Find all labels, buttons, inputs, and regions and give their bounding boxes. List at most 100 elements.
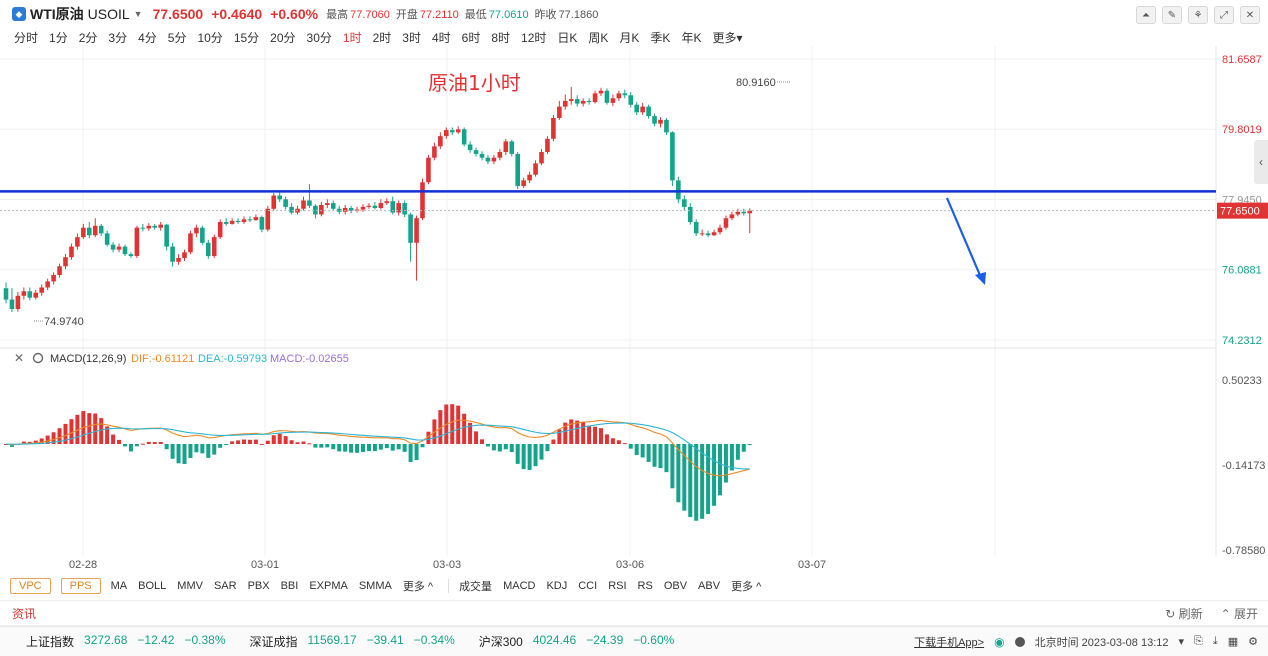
- index-change-pct: −0.34%: [413, 633, 455, 647]
- candle-body: [628, 95, 634, 105]
- period-9[interactable]: 30分: [306, 30, 332, 45]
- candle-body: [414, 218, 419, 243]
- settings-icon[interactable]: ⚙: [1248, 636, 1258, 648]
- candle-body: [39, 287, 44, 293]
- overlay-indicator[interactable]: BBI: [280, 580, 299, 592]
- candle-body: [253, 217, 259, 221]
- period-2[interactable]: 2分: [78, 30, 98, 45]
- market-index[interactable]: 深证成指 11569.17 −39.41 −0.34%: [250, 633, 455, 650]
- candle-body: [485, 157, 491, 162]
- beijing-time[interactable]: 北京时间 2023-03-08 13:12: [1034, 636, 1169, 649]
- period-21[interactable]: 年K: [681, 30, 702, 45]
- index-name: 上证指数: [26, 635, 75, 649]
- news-title[interactable]: 资讯: [12, 606, 37, 621]
- period-19[interactable]: 月K: [619, 30, 640, 45]
- line-tool-icon[interactable]: ⏶: [1136, 6, 1156, 24]
- sub-indicator[interactable]: KDJ: [546, 580, 568, 592]
- sub-indicator[interactable]: ABV: [698, 580, 721, 592]
- candle-body: [87, 227, 92, 236]
- sub-indicator[interactable]: OBV: [663, 580, 688, 592]
- overlay-indicator[interactable]: MMV: [177, 580, 203, 592]
- price-chart[interactable]: 81.658779.801977.945076.088174.231277.65…: [0, 46, 1268, 573]
- date-label: 03-07: [798, 559, 826, 571]
- symbol-code[interactable]: USOIL: [87, 6, 130, 22]
- sub-indicator[interactable]: 成交量: [459, 581, 493, 593]
- collapse-panel-icon[interactable]: ‹: [1254, 140, 1268, 184]
- period-14[interactable]: 6时: [461, 30, 481, 45]
- candle-body: [45, 281, 50, 288]
- close-icon[interactable]: ✕: [1240, 6, 1260, 24]
- macd-bar: [21, 441, 26, 444]
- candle-body: [211, 237, 217, 257]
- macd-bar: [622, 443, 627, 445]
- candle-body: [473, 150, 479, 154]
- macd-bar: [75, 414, 80, 444]
- sub-indicator[interactable]: MACD: [503, 580, 536, 592]
- macd-bar: [718, 444, 722, 496]
- sub-indicator[interactable]: 更多 ^: [731, 581, 762, 593]
- table-icon[interactable]: ▦: [1227, 636, 1239, 648]
- overlay-indicator[interactable]: BOLL: [138, 580, 167, 592]
- period-13[interactable]: 4时: [431, 30, 451, 45]
- candle-body: [229, 220, 235, 224]
- period-15[interactable]: 8时: [491, 30, 511, 45]
- period-11[interactable]: 2时: [372, 30, 392, 45]
- macd-bar: [694, 444, 699, 521]
- period-16[interactable]: 12时: [521, 30, 547, 45]
- draw-tool-icon[interactable]: ✎: [1162, 6, 1182, 24]
- macd-bar: [497, 444, 502, 452]
- macd-bar: [158, 441, 163, 444]
- period-7[interactable]: 15分: [233, 30, 260, 45]
- overlay-indicator[interactable]: 更多 ^: [402, 581, 434, 593]
- overlay-indicator[interactable]: PBX: [247, 580, 270, 592]
- period-5[interactable]: 5分: [167, 30, 187, 45]
- period-3[interactable]: 3分: [108, 30, 128, 45]
- attach-icon[interactable]: ⎘: [1194, 635, 1203, 647]
- stat-value: 77.1860: [558, 9, 599, 21]
- indicator-toggle-vpc[interactable]: VPC: [10, 578, 51, 594]
- period-6[interactable]: 10分: [197, 30, 223, 45]
- overlay-indicator[interactable]: EXPMA: [309, 580, 348, 592]
- candle-body: [319, 204, 324, 215]
- high-label: 80.9160: [736, 77, 776, 89]
- indicator-tool-icon[interactable]: ⚘: [1188, 6, 1208, 24]
- chevron-down-icon[interactable]: ▼: [133, 9, 143, 19]
- period-12[interactable]: 3时: [402, 30, 421, 45]
- market-index[interactable]: 上证指数 3272.68 −12.42 −0.38%: [26, 633, 226, 650]
- period-18[interactable]: 周K: [588, 30, 609, 45]
- expand-button[interactable]: ⌃ 展开: [1220, 606, 1258, 621]
- candle-body: [170, 246, 175, 262]
- period-10[interactable]: 1时: [342, 30, 362, 45]
- chevron-down-icon[interactable]: ▾: [1178, 636, 1185, 648]
- sub-indicator[interactable]: CCI: [578, 580, 598, 592]
- overlay-indicator[interactable]: MA: [110, 580, 128, 592]
- period-17[interactable]: 日K: [557, 30, 578, 45]
- download-app-link[interactable]: 下载手机App>: [914, 636, 985, 649]
- download-icon[interactable]: ⤓: [1212, 635, 1218, 647]
- expand-label: 展开: [1233, 606, 1258, 621]
- candle-body: [15, 295, 21, 310]
- period-1[interactable]: 1分: [49, 30, 68, 45]
- period-0[interactable]: 分时: [14, 30, 39, 45]
- period-22[interactable]: 更多▾: [712, 30, 743, 45]
- macd-bar: [664, 444, 669, 473]
- overlay-indicator[interactable]: SAR: [213, 580, 237, 592]
- period-20[interactable]: 季K: [650, 30, 671, 45]
- candle-body: [206, 242, 211, 257]
- candle-body: [664, 119, 669, 133]
- fullscreen-icon[interactable]: ⤢: [1214, 6, 1234, 24]
- macd-bar: [384, 444, 389, 449]
- sub-indicator[interactable]: RSI: [608, 580, 627, 592]
- macd-bar: [349, 444, 354, 453]
- period-4[interactable]: 4分: [138, 30, 157, 45]
- macd-bar: [188, 444, 193, 459]
- refresh-button[interactable]: ↻ 刷新: [1165, 606, 1203, 621]
- symbol-name[interactable]: WTI原油: [30, 6, 84, 22]
- macd-bar: [253, 439, 258, 444]
- overlay-indicator[interactable]: SMMA: [358, 580, 392, 592]
- period-8[interactable]: 20分: [270, 30, 296, 45]
- sub-indicator[interactable]: RS: [637, 580, 653, 592]
- macd-bar: [319, 444, 324, 448]
- market-index[interactable]: 沪深300 4024.46 −24.39 −0.60%: [479, 633, 675, 650]
- indicator-toggle-pps[interactable]: PPS: [60, 578, 101, 594]
